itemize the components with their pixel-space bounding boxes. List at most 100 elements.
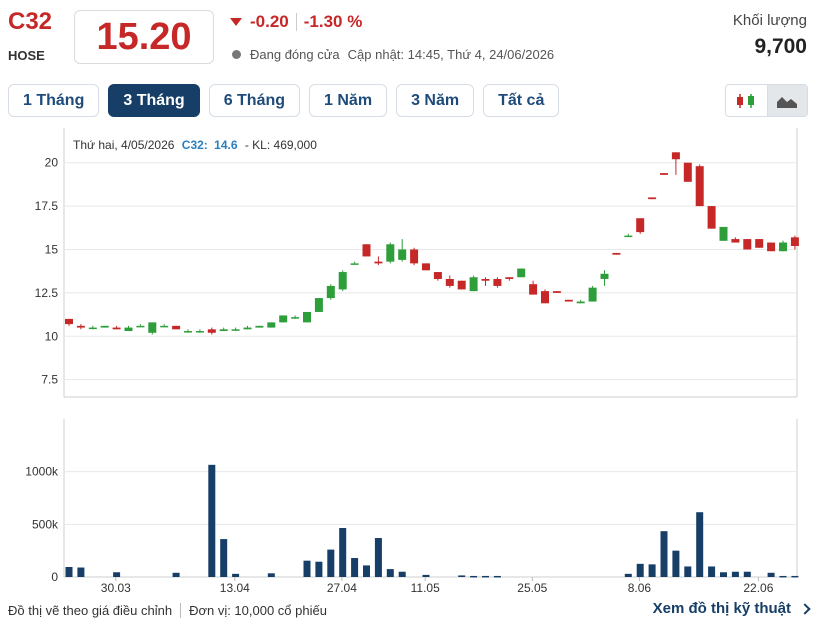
adjusted-price-note: Đồ thị vẽ theo giá điều chỉnh xyxy=(8,603,173,618)
x-tick-label: 13.04 xyxy=(220,581,250,595)
candle-body xyxy=(683,162,692,182)
volume-bar xyxy=(303,560,311,577)
volume-value: 9,700 xyxy=(754,35,807,58)
tooltip-date: Thứ hai, 4/05/2026 xyxy=(73,138,175,152)
volume-bar xyxy=(267,573,275,577)
volume-bar xyxy=(720,572,727,577)
chart-type-toggle xyxy=(725,84,808,117)
volume-tick-label: 1000k xyxy=(25,465,59,479)
volume-bar xyxy=(684,566,692,577)
candle-body xyxy=(184,331,192,333)
volume-bar xyxy=(77,567,85,577)
candle-body xyxy=(338,272,347,290)
volume-bar xyxy=(470,575,478,578)
candlestick-button[interactable] xyxy=(726,85,767,116)
volume-tick-label: 500k xyxy=(32,517,59,531)
candle-body xyxy=(207,329,216,333)
ticker-symbol: C32 xyxy=(8,8,53,35)
tab-6-months[interactable]: 6 Tháng xyxy=(208,84,301,117)
status-row: Đang đóng cửa Cập nhật: 14:45, Thứ 4, 24… xyxy=(232,47,554,62)
divider xyxy=(180,603,182,618)
candle-body xyxy=(517,268,526,278)
candle-body xyxy=(636,218,645,233)
candle-body xyxy=(314,298,323,312)
technical-chart-link[interactable]: Xem đồ thị kỹ thuật xyxy=(653,600,811,617)
candle-body xyxy=(148,322,157,333)
x-tick-label: 8.06 xyxy=(628,581,652,595)
x-tick-label: 22.06 xyxy=(743,581,773,595)
down-triangle-icon xyxy=(230,18,242,26)
candle-body xyxy=(422,263,430,271)
volume-bar xyxy=(493,575,501,578)
candle-body xyxy=(445,278,454,286)
tab-3-years[interactable]: 3 Năm xyxy=(396,84,475,117)
candle-body xyxy=(410,249,419,264)
volume-bar xyxy=(458,575,466,577)
volume-bar xyxy=(232,573,240,577)
volume-bar xyxy=(767,572,775,577)
tab-1-year[interactable]: 1 Năm xyxy=(309,84,388,117)
candle-body xyxy=(505,277,514,279)
area-chart-button[interactable] xyxy=(766,85,807,116)
volume-bar xyxy=(672,550,680,577)
tooltip-text: Thứ hai, 4/05/2026 C32: 14.6 - KL: 469,0… xyxy=(73,138,317,152)
candle-body xyxy=(541,291,549,304)
volume-bar xyxy=(791,575,799,578)
candle-body xyxy=(76,325,85,328)
candle-body xyxy=(100,325,109,328)
candle-body xyxy=(612,252,621,255)
volume-bar xyxy=(208,464,216,577)
tab-all[interactable]: Tất cả xyxy=(483,84,560,117)
volume-bar xyxy=(743,571,751,577)
status-dot-icon xyxy=(232,50,241,59)
candle-body xyxy=(790,237,799,247)
update-time: Cập nhật: 14:45, Thứ 4, 24/06/2026 xyxy=(347,47,555,62)
candle-body xyxy=(469,277,478,292)
candle-body xyxy=(707,206,716,229)
volume-bar xyxy=(696,512,704,577)
candle-body xyxy=(755,239,764,248)
candle-body xyxy=(303,311,311,323)
tab-3-months[interactable]: 3 Tháng xyxy=(108,84,200,117)
volume-bar xyxy=(113,572,121,577)
candle-body xyxy=(279,315,288,323)
chevron-right-icon xyxy=(799,602,811,615)
candle-body xyxy=(671,152,680,160)
tab-1-month[interactable]: 1 Tháng xyxy=(8,84,100,117)
candle-body xyxy=(350,263,359,265)
volume-bar xyxy=(363,565,370,577)
unit-note: Đơn vị: 10,000 cổ phiếu xyxy=(189,603,327,618)
candle-body xyxy=(564,299,573,302)
market-status: Đang đóng cửa xyxy=(250,47,340,62)
price-tick-label: 12.5 xyxy=(35,286,59,300)
tooltip-ticker: C32: xyxy=(182,138,208,152)
candle-body xyxy=(493,278,502,286)
candle-body xyxy=(433,272,442,279)
volume-bar xyxy=(731,571,739,577)
volume-bar xyxy=(339,528,347,577)
candle-body xyxy=(65,318,73,325)
candle-body xyxy=(695,166,704,207)
candle-body xyxy=(195,331,204,333)
candle-body xyxy=(362,244,371,257)
price-tick-label: 7.5 xyxy=(41,373,58,387)
candle-body xyxy=(779,242,787,252)
candlestick-icon xyxy=(737,93,755,108)
x-tick-label: 30.03 xyxy=(101,581,131,595)
candle-body xyxy=(576,301,585,304)
change-row: -0.20 -1.30 % xyxy=(230,12,362,32)
volume-bar xyxy=(422,574,430,577)
x-tick-label: 25.05 xyxy=(517,581,547,595)
divider xyxy=(295,13,297,31)
volume-bar xyxy=(65,566,73,577)
candle-body xyxy=(529,284,538,295)
candle-body xyxy=(457,280,466,290)
price-tick-label: 10 xyxy=(45,329,59,343)
volume-bar xyxy=(624,573,632,577)
volume-bar xyxy=(660,531,668,577)
price-volume-chart[interactable]: 20 17.5 15 12.5 10 7.5 1000k 500k 0 30.03 13.04 27.… xyxy=(0,125,827,595)
price-tick-label: 20 xyxy=(45,156,59,170)
candle-body xyxy=(267,322,276,328)
price-change: -0.20 xyxy=(250,12,289,31)
volume-bar xyxy=(374,538,382,577)
